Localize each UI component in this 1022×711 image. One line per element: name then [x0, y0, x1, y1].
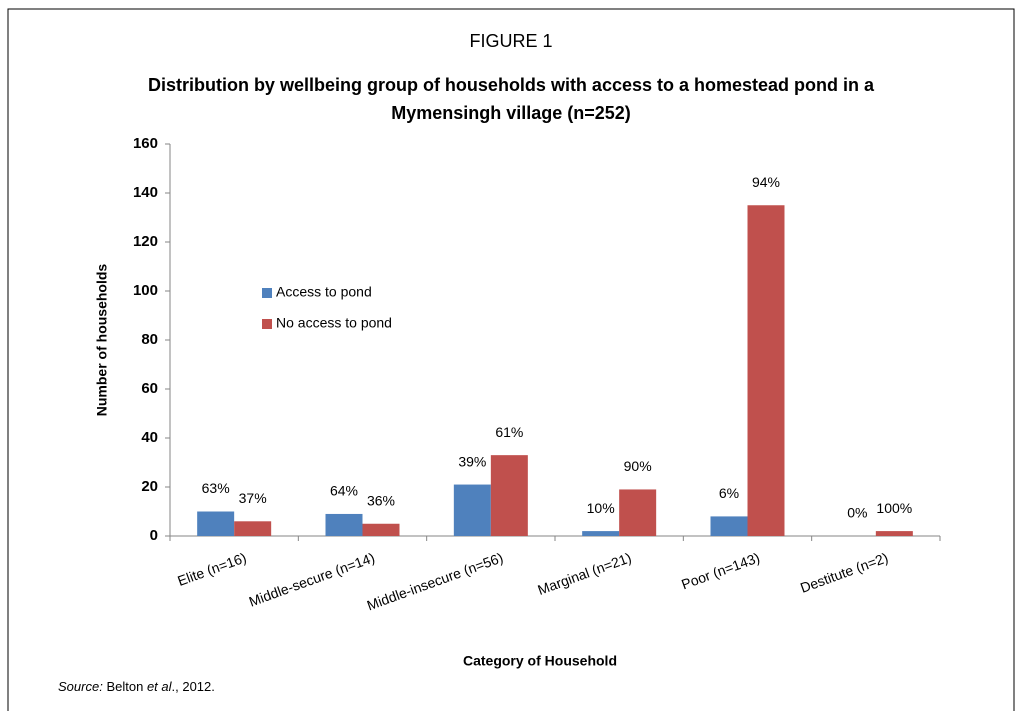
- chart-title: Mymensingh village (n=252): [391, 103, 631, 123]
- bar: [453, 484, 491, 536]
- y-tick-label: 40: [141, 429, 158, 446]
- percent-label: 94%: [752, 174, 780, 190]
- percent-label: 100%: [876, 500, 912, 516]
- x-tick-label: Middle-insecure (n=56): [365, 549, 505, 613]
- x-tick-label: Marginal (n=21): [535, 549, 633, 598]
- y-tick-label: 160: [133, 135, 158, 152]
- source-label: Source:: [58, 679, 103, 694]
- percent-label: 6%: [719, 485, 739, 501]
- figure-border: [7, 8, 1015, 711]
- legend-swatch: [262, 288, 272, 298]
- x-tick-label: Destitute (n=2): [798, 549, 890, 596]
- percent-label: 10%: [587, 500, 615, 516]
- bar: [325, 513, 363, 536]
- x-tick-label: Middle-secure (n=14): [247, 549, 377, 609]
- percent-label: 61%: [495, 424, 523, 440]
- source-rest: ., 2012.: [172, 679, 215, 694]
- bar: [362, 523, 400, 536]
- y-axis-label: Number of households: [94, 264, 110, 417]
- source: Source: Belton et al., 2012.: [58, 679, 215, 694]
- x-axis-label: Category of Household: [463, 653, 617, 669]
- bar: [619, 489, 657, 536]
- bar: [710, 516, 748, 536]
- bar: [582, 531, 620, 536]
- percent-label: 63%: [202, 480, 230, 496]
- legend-label: No access to pond: [276, 315, 392, 331]
- percent-label: 90%: [624, 458, 652, 474]
- percent-label: 0%: [847, 505, 867, 521]
- y-tick-label: 140: [133, 184, 158, 201]
- y-tick-label: 80: [141, 331, 158, 348]
- legend-label: Access to pond: [276, 284, 372, 300]
- chart-title: Distribution by wellbeing group of house…: [148, 75, 875, 95]
- bar: [747, 205, 785, 536]
- percent-label: 36%: [367, 492, 395, 508]
- bar: [490, 455, 528, 536]
- bar: [234, 521, 272, 536]
- percent-label: 39%: [458, 453, 486, 469]
- y-tick-label: 0: [150, 527, 158, 544]
- bar: [197, 511, 235, 536]
- figure-label: FIGURE 1: [469, 31, 552, 51]
- percent-label: 64%: [330, 483, 358, 499]
- y-tick-label: 60: [141, 380, 158, 397]
- source-etal: et al: [147, 679, 173, 694]
- source-author: Belton: [106, 679, 143, 694]
- x-tick-label: Elite (n=16): [175, 549, 248, 589]
- legend-swatch: [262, 319, 272, 329]
- y-tick-label: 100: [133, 282, 158, 299]
- y-tick-label: 120: [133, 233, 158, 250]
- x-tick-label: Poor (n=143): [679, 549, 762, 592]
- percent-label: 37%: [239, 490, 267, 506]
- bar: [875, 531, 913, 536]
- y-tick-label: 20: [141, 478, 158, 495]
